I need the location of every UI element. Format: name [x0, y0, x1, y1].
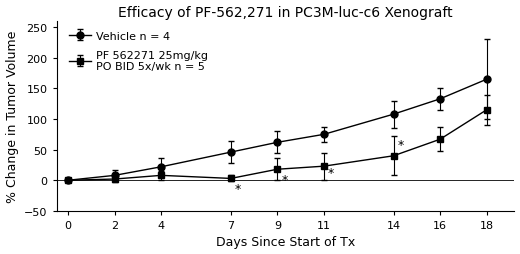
- Text: *: *: [397, 139, 404, 152]
- X-axis label: Days Since Start of Tx: Days Since Start of Tx: [216, 235, 355, 248]
- Text: *: *: [328, 167, 334, 180]
- Legend: Vehicle n = 4, PF 562271 25mg/kg
PO BID 5x/wk n = 5: Vehicle n = 4, PF 562271 25mg/kg PO BID …: [67, 29, 210, 74]
- Title: Efficacy of PF-562,271 in PC3M-luc-c6 Xenograft: Efficacy of PF-562,271 in PC3M-luc-c6 Xe…: [118, 6, 453, 20]
- Text: *: *: [235, 183, 241, 196]
- Text: *: *: [281, 173, 288, 186]
- Y-axis label: % Change in Tumor Volume: % Change in Tumor Volume: [6, 31, 19, 202]
